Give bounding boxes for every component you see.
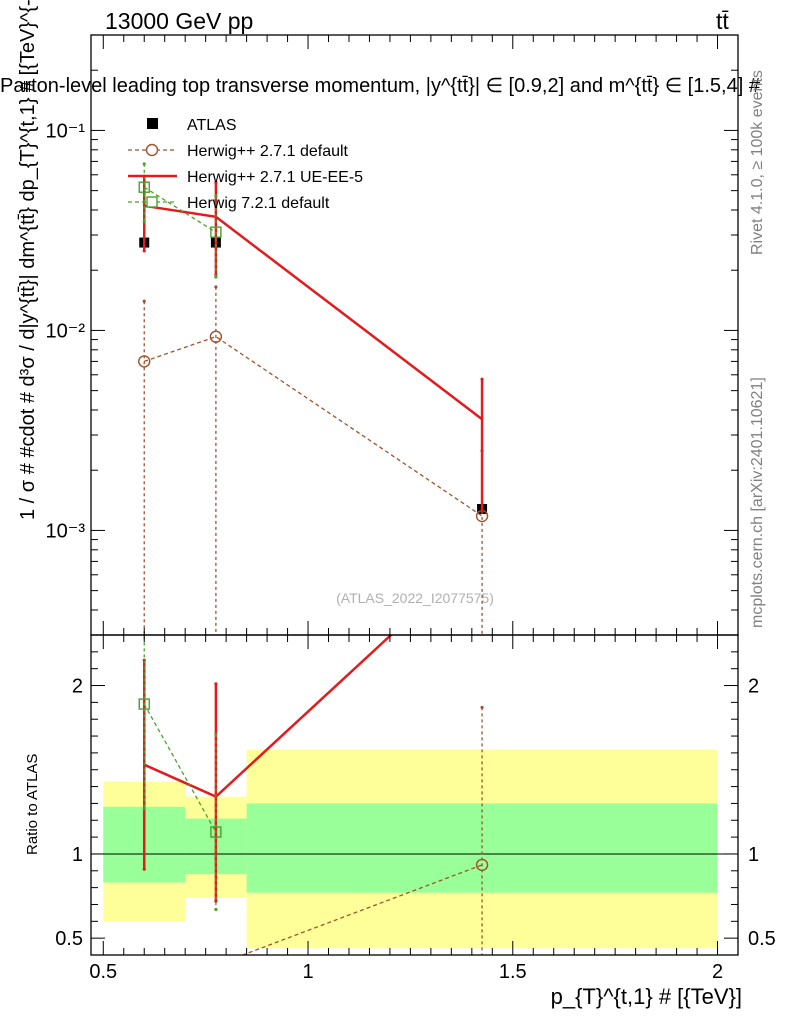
main-series-3-line	[143, 186, 217, 233]
main-series-2-errcap-0-0	[142, 249, 146, 253]
ratio-ytick-label-right: 2	[748, 676, 759, 698]
ratio-series-2-errcap-0-0	[142, 806, 146, 811]
ratio-series-1-errcap-1-0	[214, 899, 218, 903]
y-axis-label: 1 / σ # #cdot # d³σ / d|y^{tt̄}| dm^{tt̄…	[17, 0, 39, 520]
ratio-series-0-errcap-1-0	[480, 1004, 483, 1007]
main-series-3-errcap-0-1	[142, 162, 146, 166]
ratio-ytick-label-right: 0.5	[748, 928, 776, 950]
legend-label-2: Herwig++ 2.7.1 UE-EE-5	[187, 169, 363, 186]
mcplots-label: mcplots.cern.ch [arXiv:2401.10621]	[749, 377, 766, 628]
ratio-series-0-point-0	[210, 960, 221, 971]
analysis-watermark: (ATLAS_2022_I2077575)	[336, 590, 494, 606]
ratio-y-axis-label: Ratio to ATLAS	[24, 754, 41, 855]
ratio-series-2-point-1	[210, 826, 222, 838]
legend-marker-0	[147, 118, 158, 129]
x-tick-label: 0.5	[89, 961, 117, 983]
main-ytick-label: 10⁻¹	[46, 120, 86, 142]
main-series-3-errcap-1-0	[214, 275, 218, 279]
ratio-series-2-errcap-1-1	[214, 732, 218, 736]
ratio-ytick-label-right: 1	[748, 844, 759, 866]
ratio-frame	[90, 634, 739, 956]
ratio-series-2-point-0	[138, 698, 150, 710]
energy-label: 13000 GeV pp	[105, 8, 253, 34]
ratio-ytick-label-left: 0.5	[55, 928, 83, 950]
main-series-3-errcap-1-1	[214, 194, 218, 198]
main-ytick-label: 10⁻³	[46, 520, 86, 542]
ratio-ytick-label-left: 1	[72, 844, 83, 866]
ratio-series-layer	[91, 635, 738, 1007]
ratio-series-0-line	[240, 864, 483, 955]
main-ytick-label: 10⁻²	[46, 320, 86, 342]
ratio-series-1-errcap-0-0	[142, 867, 146, 871]
ratio-series-2-line	[143, 703, 217, 833]
ratio-series-2-errcap-1-0	[214, 907, 218, 912]
ratio-series-1-errcap-1-1	[214, 682, 218, 686]
ratio-series-0-errcap-1-1	[480, 705, 484, 710]
rivet-label: Rivet 4.1.0, ≥ 100k events	[749, 70, 766, 255]
main-series-2-errcap-2-0	[480, 509, 484, 513]
main-series-2-errcap-1-1	[214, 180, 218, 184]
main-series-1-line	[143, 335, 483, 517]
axes-layer: 10⁻¹ 10⁻² 10⁻³ 0.5 1 1.5 2 0.5 0.5 1 1 2 2	[46, 34, 776, 983]
main-series-layer	[138, 162, 489, 635]
main-series-1-point-1	[209, 330, 223, 343]
main-series-1-errcap-1-1	[214, 285, 218, 289]
legend-label-0: ATLAS	[187, 117, 237, 134]
legend-marker-3	[146, 196, 158, 208]
legend: ATLAS Herwig++ 2.7.1 default Herwig++ 2.7.…	[128, 117, 363, 212]
main-series-2-line	[144, 204, 483, 421]
process-label: tt̄	[716, 8, 729, 34]
ratio-series-1-errcap-0-1	[142, 658, 146, 662]
main-series-3-point-0	[138, 181, 150, 193]
x-tick-label: 1	[302, 961, 313, 983]
legend-label-3: Herwig 7.2.1 default	[187, 195, 330, 212]
ratio-bands	[103, 749, 718, 949]
legend-label-1: Herwig++ 2.7.1 default	[187, 143, 349, 160]
ratio-series-0-point-1	[475, 858, 489, 872]
main-series-1-errcap-0-1	[142, 299, 146, 303]
x-tick-label: 1.5	[499, 961, 527, 983]
chart-title: Parton-level leading top transverse mome…	[0, 75, 761, 97]
main-series-1-point-0	[138, 355, 151, 368]
main-series-2-errcap-2-1	[480, 377, 484, 381]
ratio-ytick-label-left: 2	[72, 676, 83, 698]
legend-marker-1	[145, 143, 159, 157]
x-tick-label: 2	[712, 961, 723, 983]
main-series-3-errcap-0-0	[142, 220, 146, 224]
main-series-3-point-1	[210, 226, 222, 238]
x-axis-label: p_{T}^{t,1} # [{TeV}]	[551, 984, 742, 1009]
